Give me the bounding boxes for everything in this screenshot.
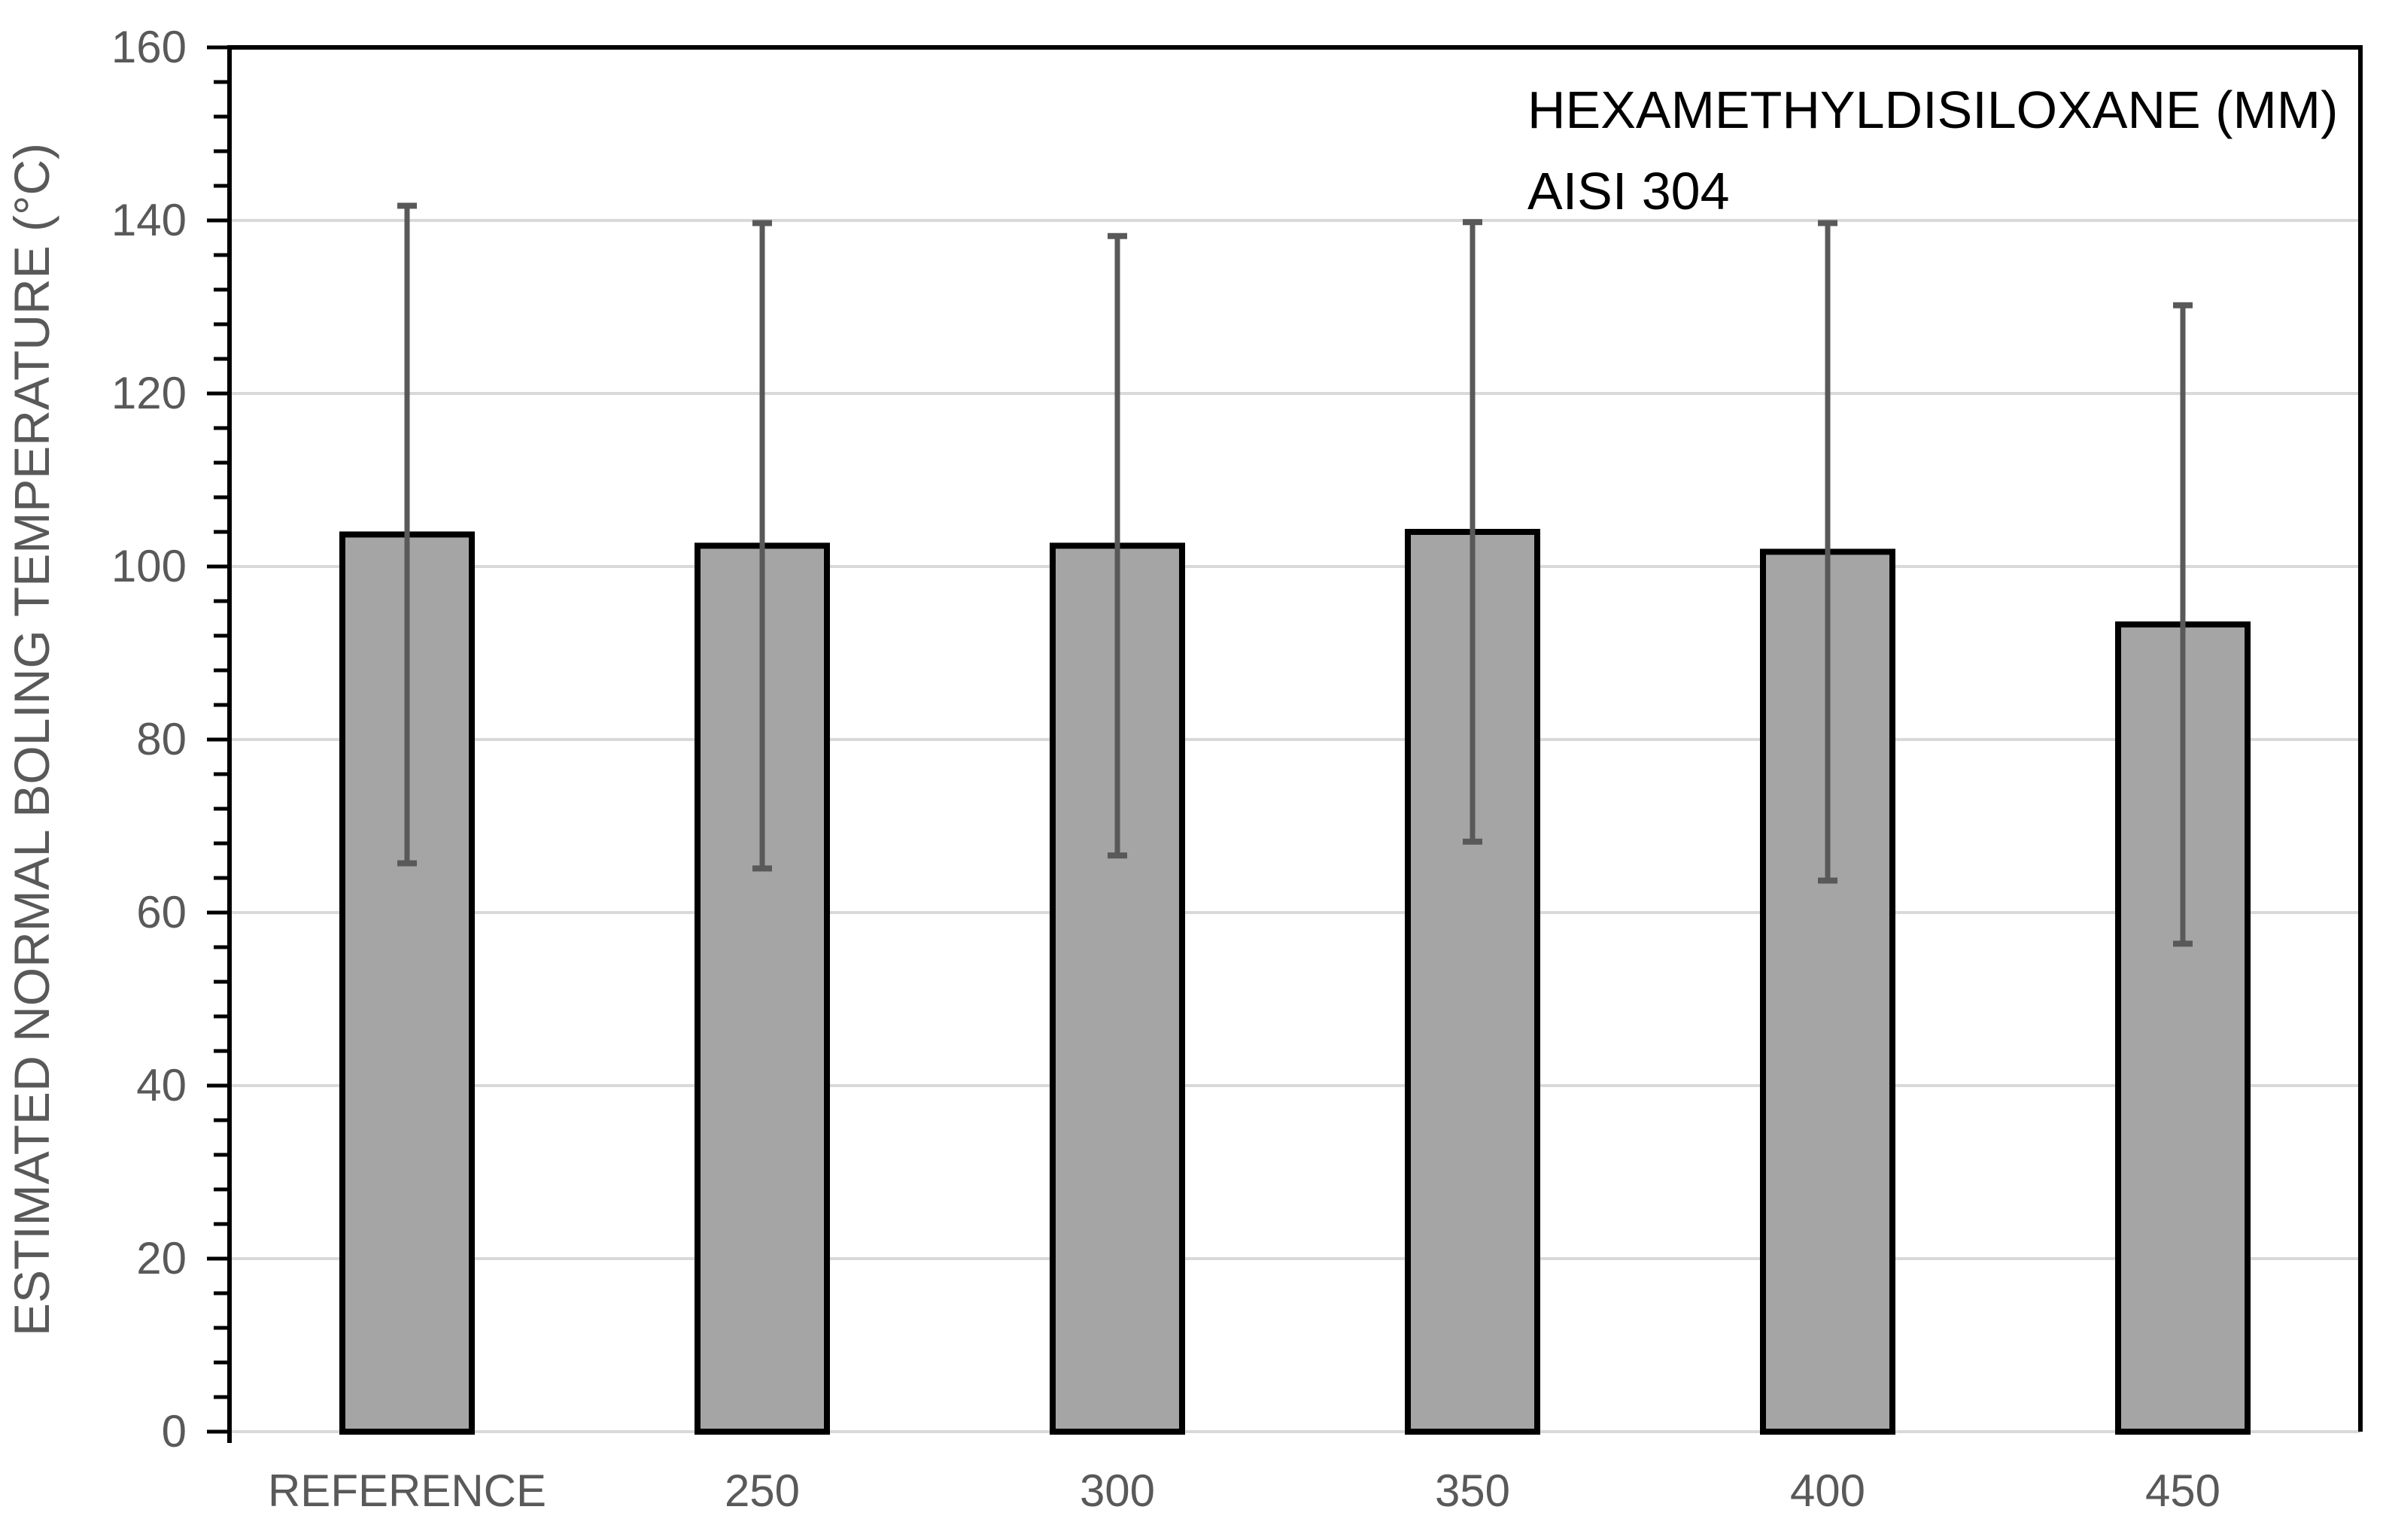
annotation: HEXAMETHYLDISILOXANE (MM) AISI 304 <box>1527 69 2338 232</box>
annotation-line-2: AISI 304 <box>1527 162 1730 220</box>
x-category-label-450: 450 <box>2144 1466 2221 1516</box>
x-category-label-300: 300 <box>1079 1466 1156 1516</box>
x-category-label-400: 400 <box>1789 1466 1866 1516</box>
y-tick-label-60: 60 <box>136 887 187 937</box>
y-tick-label-120: 120 <box>111 368 187 418</box>
x-category-label-350: 350 <box>1434 1466 1511 1516</box>
y-tick-label-100: 100 <box>111 541 187 591</box>
annotation-line-1: HEXAMETHYLDISILOXANE (MM) <box>1527 80 2339 139</box>
y-tick-label-20: 20 <box>136 1233 187 1283</box>
y-tick-label-40: 40 <box>136 1060 187 1110</box>
x-category-label-REFERENCE: REFERENCE <box>267 1466 547 1516</box>
bar-450 <box>2115 621 2251 1435</box>
y-tick-label-80: 80 <box>136 714 187 764</box>
x-category-label-250: 250 <box>724 1466 801 1516</box>
y-tick-label-0: 0 <box>161 1406 187 1456</box>
y-axis-title: ESTIMATED NORMAL BOLING TEMPERATURE (°C) <box>4 142 59 1337</box>
y-tick-label-140: 140 <box>111 195 187 245</box>
y-tick-label-160: 160 <box>111 22 187 72</box>
